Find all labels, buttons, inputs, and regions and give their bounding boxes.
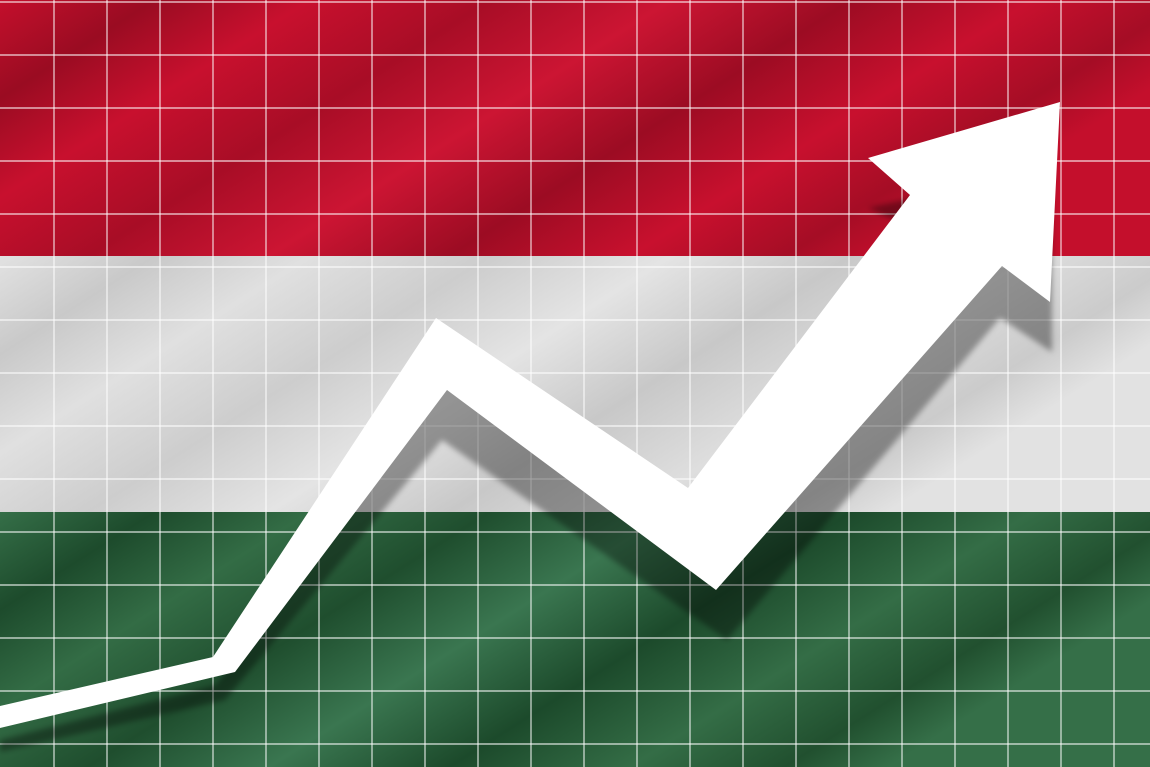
rising-arrow-icon bbox=[0, 102, 1060, 728]
flag-green-stripe bbox=[0, 512, 1150, 767]
arrow-shadow bbox=[0, 168, 1052, 752]
